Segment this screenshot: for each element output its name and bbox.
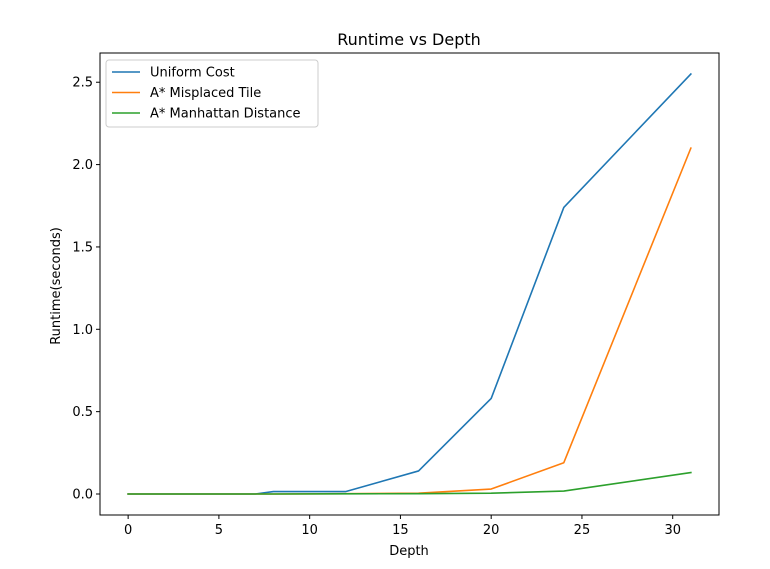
y-tick-label: 1.5 [72, 240, 93, 255]
y-axis-label: Runtime(seconds) [49, 227, 64, 345]
legend: Uniform Cost A* Misplaced Tile A* Manhatta… [106, 60, 318, 127]
legend-label: Uniform Cost [150, 66, 235, 81]
legend-label: A* Manhattan Distance [150, 107, 301, 122]
x-tick-label: 5 [215, 523, 223, 538]
x-tick-label: 15 [392, 523, 409, 538]
y-tick-label: 2.0 [72, 158, 93, 173]
y-tick-label: 2.5 [72, 76, 93, 91]
y-tick-label: 1.0 [72, 323, 93, 338]
x-tick-label: 30 [664, 523, 681, 538]
x-tick-label: 10 [301, 523, 318, 538]
y-tick-label: 0.0 [72, 488, 93, 503]
legend-label: A* Misplaced Tile [150, 86, 261, 101]
chart-title: Runtime vs Depth [337, 30, 481, 49]
x-tick-label: 0 [124, 523, 132, 538]
x-tick-label: 20 [483, 523, 500, 538]
x-axis-label: Depth [389, 544, 429, 559]
x-tick-label: 25 [574, 523, 591, 538]
y-tick-label: 0.5 [72, 405, 93, 420]
